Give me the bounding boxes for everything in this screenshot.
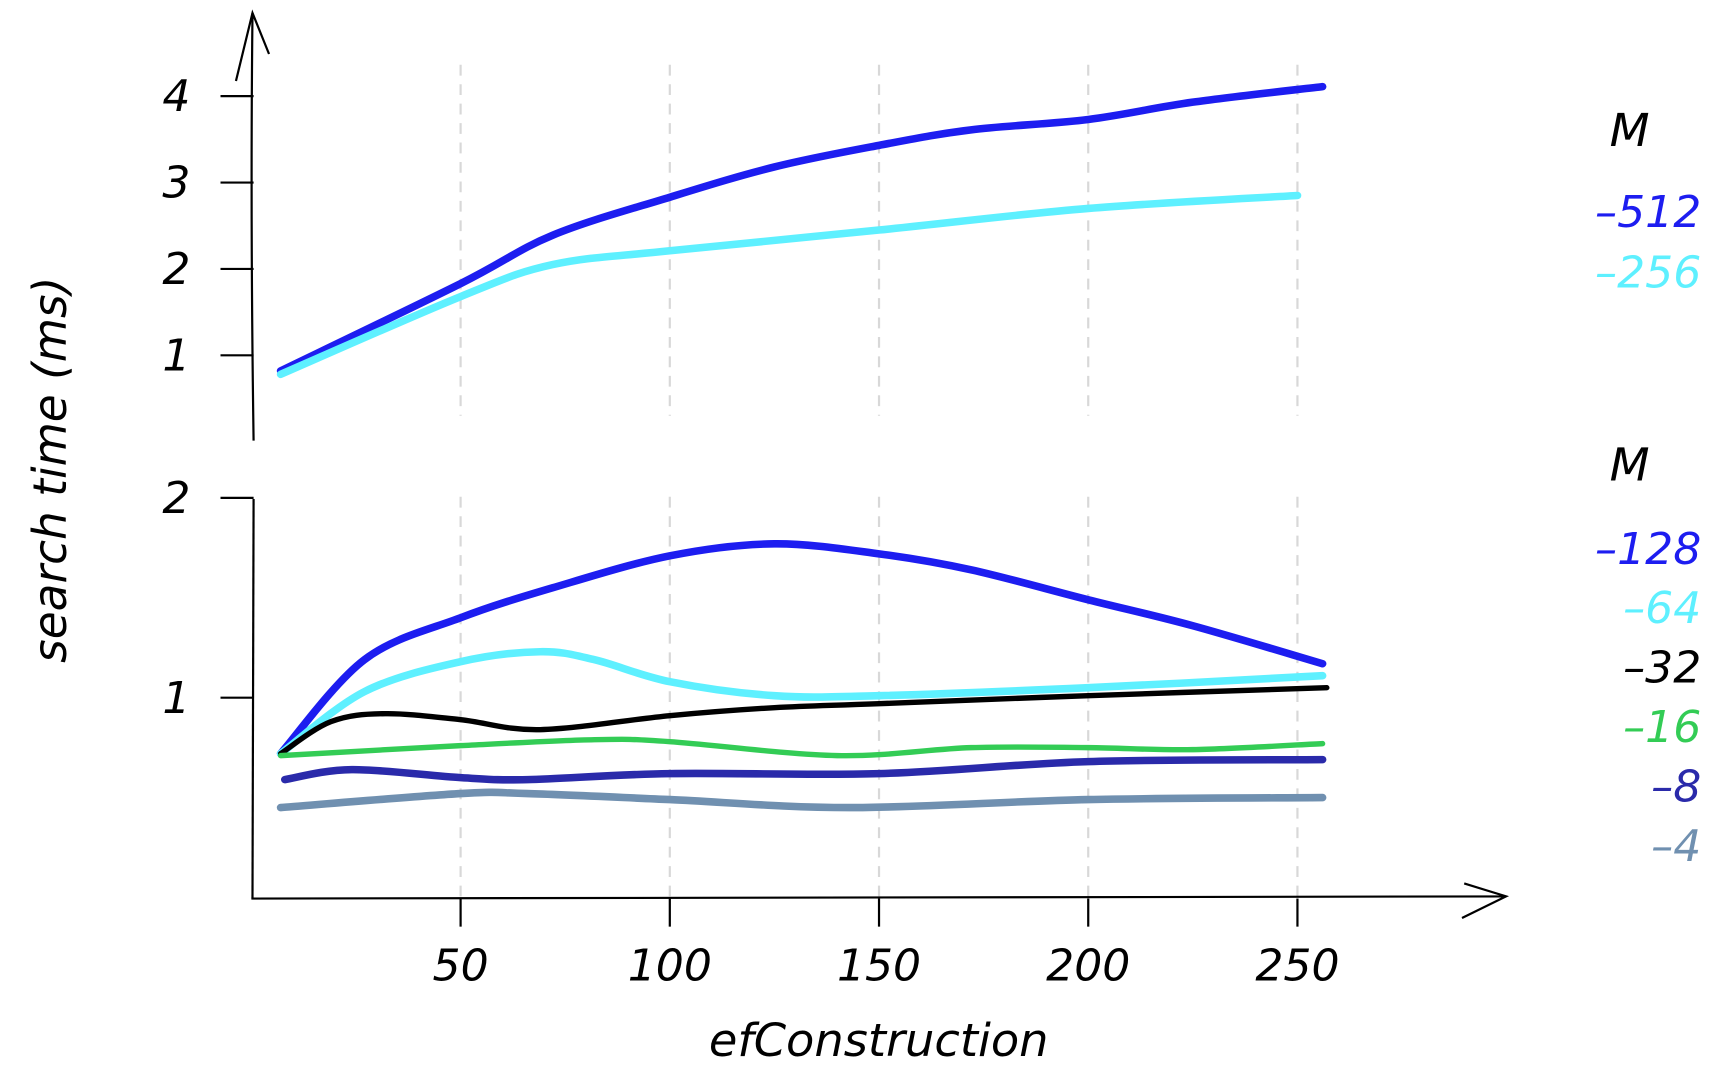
legend-entry-M4: –4 [1651, 821, 1701, 871]
legend-entry-M512: –512 [1595, 187, 1701, 237]
series-line-M8 [280, 755, 1327, 784]
y-tick-label: 3 [162, 158, 190, 208]
series-line-M64 [276, 647, 1327, 758]
legend-entry-M8: –8 [1651, 762, 1701, 812]
x-axis [251, 895, 1506, 900]
y-axis-label: search time (ms) [23, 277, 78, 663]
legend-entry-M128: –128 [1595, 524, 1701, 574]
y-tick-label: 2 [162, 473, 190, 523]
x-tick-label: 100 [628, 941, 712, 991]
x-tick-label: 250 [1255, 941, 1339, 991]
y-axis-top [250, 12, 255, 441]
y-tick-label: 1 [162, 331, 190, 381]
series-line-M16 [277, 736, 1326, 759]
x-tick-label: 150 [837, 941, 921, 991]
legend-title: M [1610, 438, 1650, 491]
y-tick-label: 4 [162, 72, 190, 122]
x-axis-label: efConstruction [709, 1014, 1049, 1067]
legend-entry-M64: –64 [1623, 584, 1701, 634]
series-line-M256 [276, 191, 1302, 379]
legend-title: M [1610, 103, 1650, 156]
y-tick-label: 2 [162, 244, 190, 294]
x-tick-label: 200 [1046, 941, 1130, 991]
legend-entry-M32: –32 [1623, 643, 1701, 693]
legend-entry-M16: –16 [1623, 702, 1701, 752]
x-axis-arrow [1461, 882, 1510, 919]
x-tick-label: 50 [433, 941, 489, 991]
series-line-M4 [276, 788, 1327, 812]
legend-entry-M256: –256 [1595, 248, 1701, 298]
y-axis-bottom [251, 498, 255, 899]
y-tick-label: 1 [162, 673, 190, 723]
series-line-M32 [277, 684, 1330, 757]
series-line-M128 [276, 540, 1327, 758]
series-line-M512 [276, 82, 1327, 375]
y-axis-top-arrow [234, 9, 271, 82]
